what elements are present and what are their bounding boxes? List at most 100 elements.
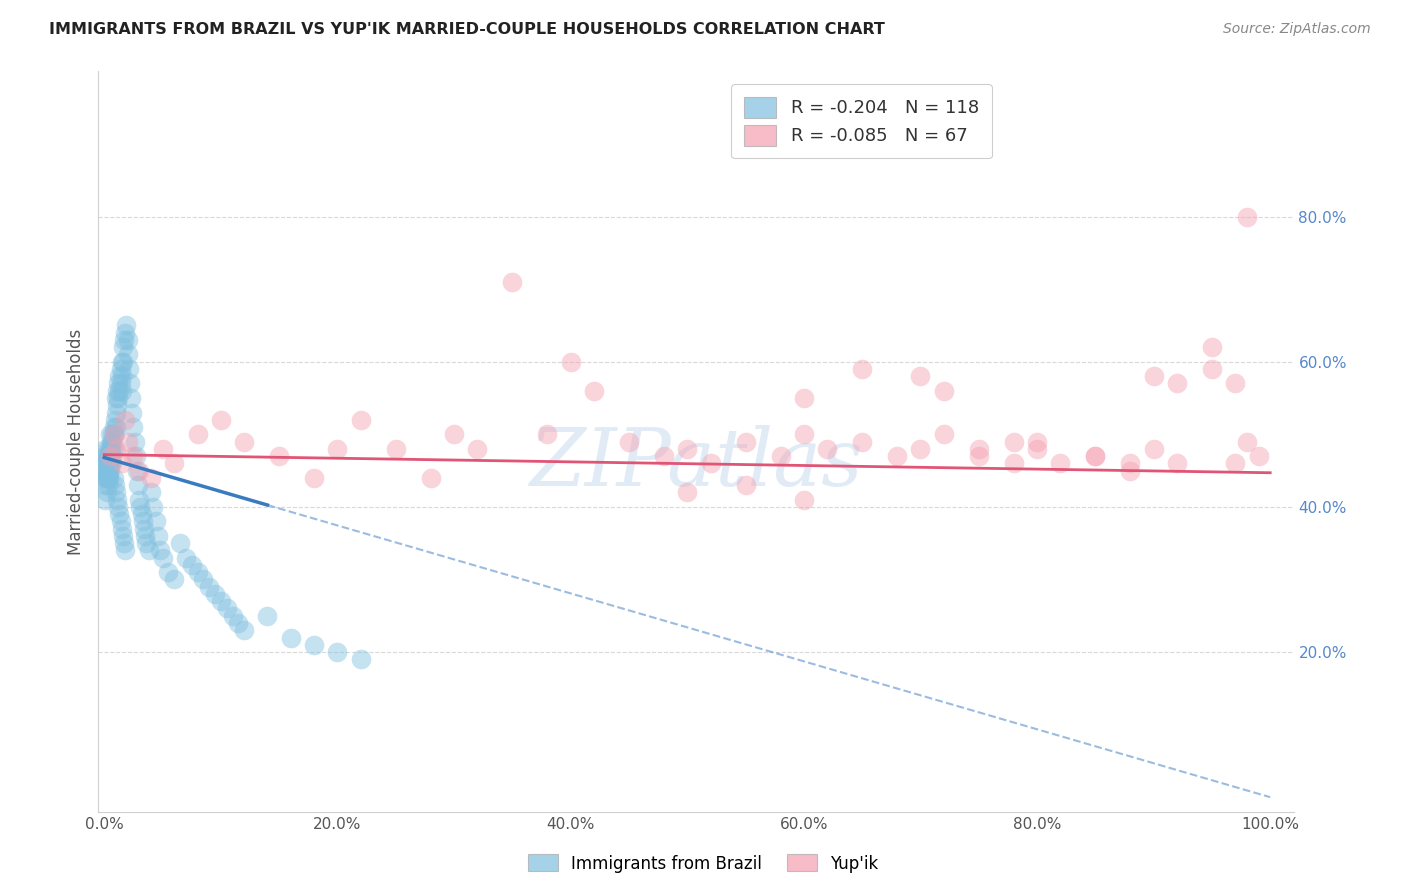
Point: [132, 522, 155, 536]
Point: [910, 369, 932, 384]
Point: [117, 434, 139, 449]
Point: [793, 427, 815, 442]
Legend: Immigrants from Brazil, Yup'ik: Immigrants from Brazil, Yup'ik: [522, 847, 884, 880]
Point: [115, 318, 138, 333]
Point: [121, 405, 143, 419]
Point: [163, 456, 186, 470]
Point: [111, 529, 134, 543]
Point: [793, 391, 815, 405]
Point: [94, 449, 117, 463]
Point: [108, 369, 131, 384]
Point: [617, 434, 640, 449]
Point: [122, 420, 145, 434]
Point: [145, 515, 167, 529]
Point: [97, 464, 120, 478]
Point: [1084, 449, 1107, 463]
Point: [350, 413, 373, 427]
Point: [1236, 434, 1258, 449]
Point: [1201, 362, 1223, 376]
Point: [105, 492, 128, 507]
Point: [118, 362, 141, 376]
Point: [536, 427, 558, 442]
Point: [1166, 456, 1188, 470]
Point: [98, 427, 121, 442]
Point: [734, 434, 756, 449]
Point: [94, 456, 117, 470]
Point: [967, 449, 990, 463]
Point: [100, 442, 122, 456]
Point: [101, 449, 124, 463]
Point: [1084, 449, 1107, 463]
Point: [851, 362, 873, 376]
Point: [118, 376, 141, 391]
Point: [793, 492, 815, 507]
Point: [98, 449, 121, 463]
Point: [1225, 376, 1247, 391]
Point: [215, 601, 238, 615]
Point: [124, 434, 146, 449]
Point: [94, 492, 117, 507]
Point: [114, 326, 136, 340]
Point: [96, 471, 118, 485]
Point: [142, 500, 165, 514]
Point: [734, 478, 756, 492]
Point: [101, 427, 124, 442]
Point: [131, 507, 153, 521]
Point: [221, 608, 243, 623]
Point: [114, 413, 136, 427]
Point: [910, 442, 932, 456]
Point: [851, 434, 873, 449]
Point: [125, 464, 148, 478]
Point: [97, 464, 120, 478]
Point: [582, 384, 605, 398]
Point: [125, 449, 148, 463]
Point: [105, 398, 128, 412]
Point: [384, 442, 406, 456]
Point: [110, 515, 132, 529]
Point: [94, 471, 117, 485]
Point: [149, 543, 172, 558]
Point: [193, 573, 215, 587]
Point: [174, 550, 197, 565]
Point: [134, 529, 156, 543]
Point: [676, 442, 699, 456]
Point: [110, 362, 132, 376]
Point: [98, 449, 121, 463]
Point: [233, 624, 256, 638]
Point: [97, 471, 120, 485]
Point: [186, 427, 208, 442]
Point: [1225, 456, 1247, 470]
Point: [96, 464, 118, 478]
Point: [97, 456, 120, 470]
Point: [769, 449, 792, 463]
Point: [967, 442, 990, 456]
Point: [1002, 456, 1025, 470]
Point: [101, 434, 124, 449]
Point: [146, 529, 169, 543]
Point: [135, 536, 157, 550]
Point: [98, 442, 121, 456]
Point: [110, 376, 132, 391]
Point: [204, 587, 226, 601]
Point: [108, 384, 131, 398]
Point: [104, 420, 127, 434]
Point: [886, 449, 908, 463]
Point: [233, 434, 256, 449]
Point: [256, 608, 278, 623]
Point: [419, 471, 441, 485]
Point: [350, 652, 373, 666]
Point: [302, 638, 325, 652]
Y-axis label: Married-couple Households: Married-couple Households: [66, 328, 84, 555]
Point: [117, 347, 139, 361]
Point: [127, 478, 149, 492]
Point: [163, 573, 186, 587]
Point: [97, 456, 120, 470]
Point: [104, 478, 127, 492]
Point: [117, 333, 139, 347]
Point: [108, 507, 131, 521]
Point: [1247, 449, 1270, 463]
Point: [128, 464, 150, 478]
Point: [100, 434, 122, 449]
Text: Source: ZipAtlas.com: Source: ZipAtlas.com: [1223, 22, 1371, 37]
Point: [112, 333, 135, 347]
